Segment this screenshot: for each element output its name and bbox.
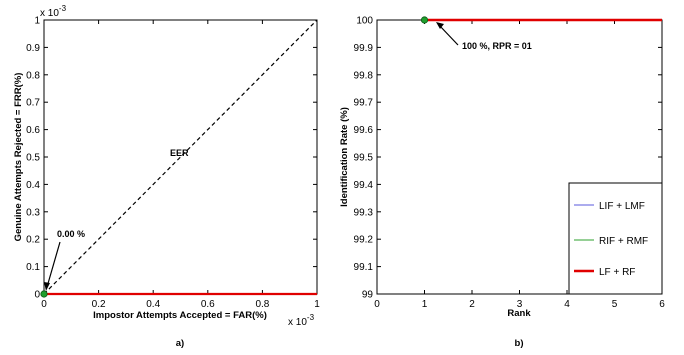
panel-a-y-multiplier: x 10-3: [40, 4, 67, 19]
a-x-tick-label: 1: [314, 299, 320, 310]
b-y-tick-label: 99.3: [354, 207, 374, 218]
a-x-tick-label: 0: [41, 299, 47, 310]
panel-b-annotation-arrow: [438, 24, 459, 46]
panel-a-x-multiplier: x 10-3: [288, 313, 315, 328]
a-y-tick-label: 0.6: [26, 125, 40, 136]
panel-a-caption: a): [176, 338, 184, 349]
panel-b-series: [420, 16, 662, 24]
b-x-tick-label: 2: [469, 299, 475, 310]
legend-label-lf-rf: LF + RF: [599, 267, 635, 278]
b-y-tick-label: 99.7: [354, 98, 374, 109]
b-x-tick-label: 4: [564, 299, 570, 310]
a-x-tick-label: 0.4: [146, 299, 160, 310]
panel-b-y-ticks: 99 99.1 99.2 99.3 99.4 99.5 99.6 99.7 99.8 99.9 10…: [354, 16, 662, 301]
legend-box: [568, 182, 663, 295]
b-y-tick-label: 99.8: [354, 70, 374, 81]
panel-a-x-axis-label: Impostor Attempts Accepted = FAR(%): [93, 310, 267, 321]
b-x-tick-label: 0: [374, 299, 380, 310]
a-y-tick-label: 0.4: [26, 180, 40, 191]
b-y-tick-label: 99: [362, 290, 374, 301]
b-y-tick-label: 99.1: [354, 262, 374, 273]
legend: LIF + LMF RIF + RMF LF + RF: [568, 182, 663, 295]
b-y-tick-label: 100: [356, 16, 373, 27]
a-y-tick-label: 1: [34, 16, 40, 27]
b-x-tick-label: 5: [612, 299, 618, 310]
legend-label-lif-lmf: LIF + LMF: [599, 201, 645, 212]
a-x-tick-label: 0.8: [255, 299, 269, 310]
a-y-tick-label: 0.1: [26, 262, 40, 273]
panel-b-peak-label: 100 %, RPR = 01: [462, 41, 532, 51]
b-x-tick-label: 3: [517, 299, 523, 310]
legend-label-rif-rmf: RIF + RMF: [599, 236, 648, 247]
panel-a-y-axis-label: Genuine Attempts Rejected = FRR(%): [13, 73, 24, 242]
b-y-tick-label: 99.6: [354, 125, 374, 136]
a-y-tick-label: 0.3: [26, 207, 40, 218]
a-y-tick-label: 0.2: [26, 235, 40, 246]
panel-b-caption: b): [515, 338, 524, 349]
a-y-tick-label: 0: [34, 290, 40, 301]
b-y-tick-label: 99.9: [354, 43, 374, 54]
a-y-tick-label: 0.9: [26, 43, 40, 54]
a-series-line-0: [43, 19, 318, 295]
b-y-tick-label: 99.2: [354, 235, 374, 246]
a-x-tick-label: 0.6: [201, 299, 215, 310]
panel-a-y-ticks: 0 0.1 0.2 0.3 0.4 0.5 0.6 0.7 0.8 0.9 1: [26, 16, 317, 301]
b-y-tick-label: 99.4: [354, 180, 374, 191]
panel-a-annotation-arrow: [46, 241, 61, 288]
b-x-tick-label: 1: [422, 299, 428, 310]
a-y-tick-label: 0.8: [26, 70, 40, 81]
panel-a-eer-label: EER: [170, 148, 189, 158]
b-x-tick-label: 6: [659, 299, 665, 310]
a-x-tick-label: 0.2: [92, 299, 106, 310]
b-y-tick-label: 99.5: [354, 153, 374, 164]
panel-a-series: [40, 19, 318, 298]
a-y-tick-label: 0.5: [26, 153, 40, 164]
a-highlight-marker: [40, 290, 48, 298]
panel-b-arrowhead: [436, 22, 444, 29]
a-y-tick-label: 0.7: [26, 98, 40, 109]
panel-a-arrowhead: [44, 282, 50, 291]
panel-b-x-axis-label: Rank: [507, 308, 531, 319]
panel-a-eer-plot: 0 0.2 0.4 0.6 0.8 1 0 0.1 0.2 0.3 0.4 0.5 0.6 0.7 0.8…: [13, 4, 320, 349]
b-highlight-marker: [420, 16, 429, 24]
panel-a-zero-label: 0.00 %: [57, 229, 85, 239]
panel-b-y-axis-label: Identification Rate (%): [339, 107, 350, 207]
